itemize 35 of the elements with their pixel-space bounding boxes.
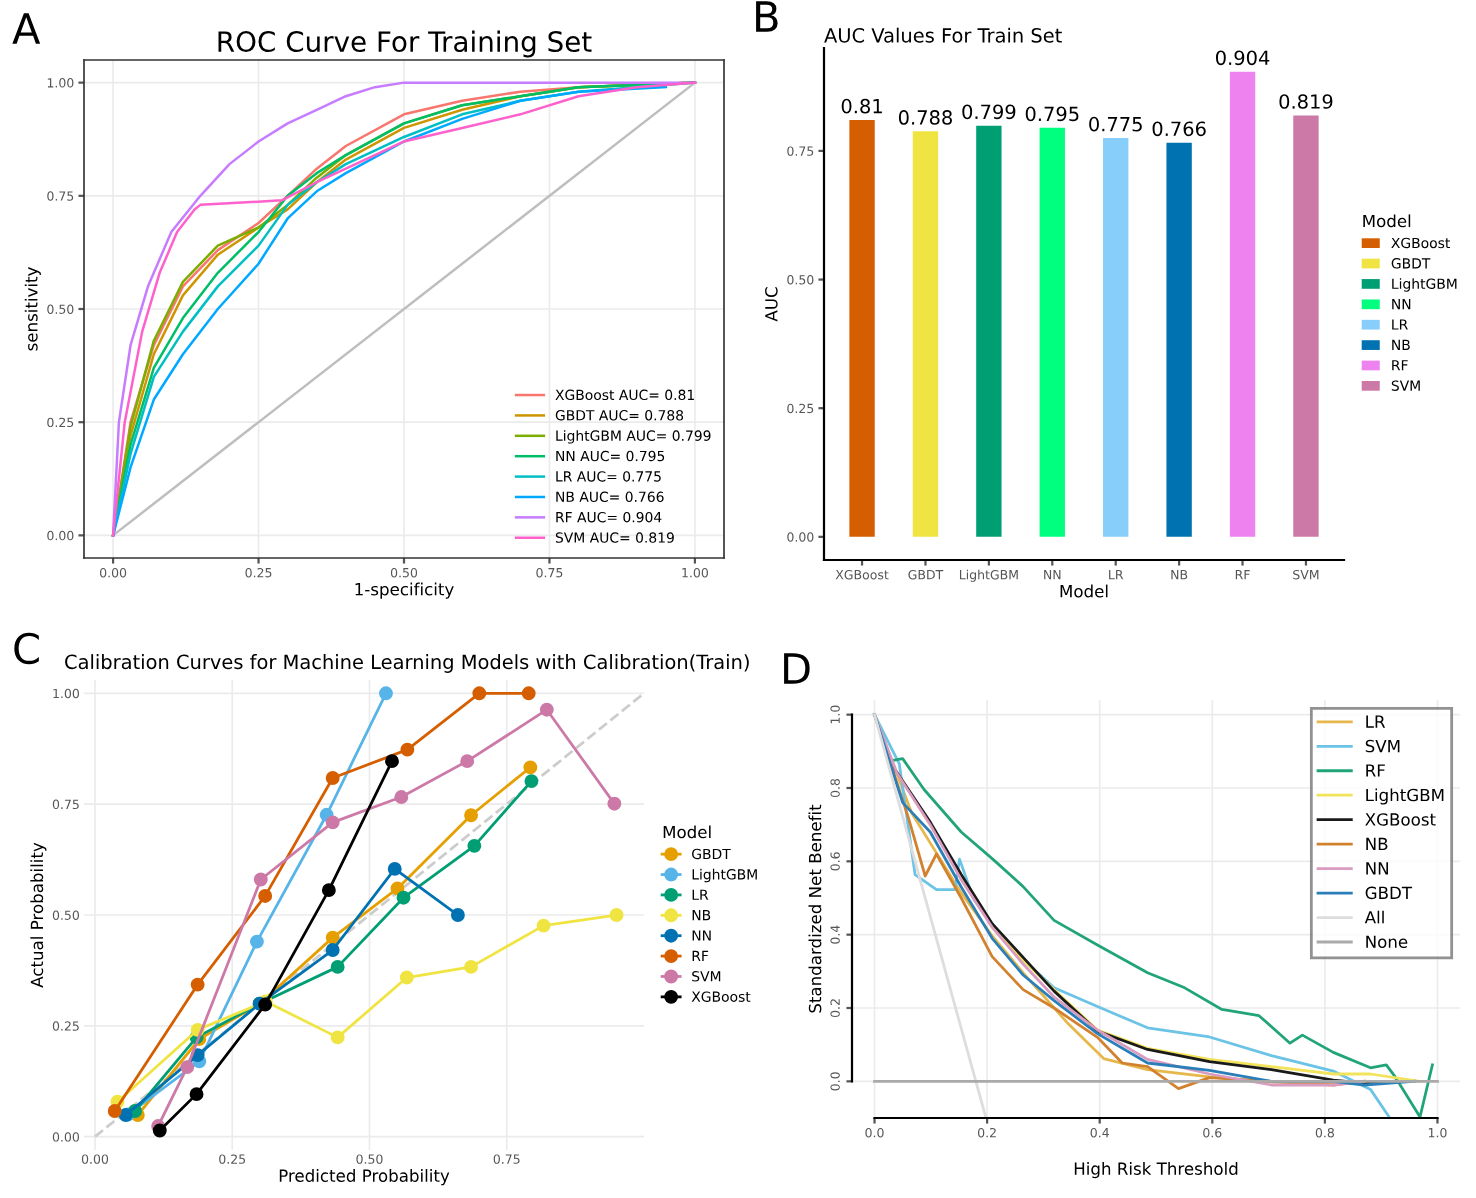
data-label: 0.799 [962,104,1016,120]
chart-title: ROC Curve For Training Set [218,30,592,58]
legend-title: Model [1363,214,1411,228]
x-axis-title: Model [1060,584,1108,598]
chart-title: Calibration Curves for Machine Learning Models with Calibration(Train) [65,654,749,673]
legend-label: NB [1366,837,1388,850]
text: A [12,13,41,44]
legend-label: LightGBM [1366,788,1444,805]
legend-label: GBDT [1365,886,1413,900]
data-label: 0.904 [1215,50,1270,66]
data-label: 0.819 [1279,94,1333,109]
legend-label: None [1366,935,1408,949]
y-axis-title: AUC [765,287,778,322]
text: B [756,1,778,32]
y-axis-title: sensitivity [24,267,41,351]
legend-label: RF [1366,764,1385,777]
data-label: 0.795 [1025,106,1079,122]
y-axis-title: Standardized Net Benefit [808,804,822,1013]
legend-label: All [1364,910,1384,924]
x-axis-title: High Risk Threshold [1074,1162,1238,1179]
legend-label: XGBoost [1365,813,1436,826]
x-axis-title: 1-specificity [355,582,454,599]
legend-label: NN [1366,862,1388,875]
legend-label: SVM [1365,739,1400,753]
data-label: 0.81 [841,98,882,114]
data-label: 0.766 [1152,121,1206,137]
legend-title: Model [663,825,711,839]
text: D [784,653,810,684]
y-axis-title: Actual Probability [30,842,47,988]
legend-label: LR [1366,715,1386,728]
data-label: 0.775 [1089,116,1142,132]
text: C [14,632,39,665]
data-label: 0.788 [898,110,952,125]
x-axis-title: Predicted Probability [279,1169,450,1186]
chart-title: AUC Values For Train Set [824,27,1062,43]
